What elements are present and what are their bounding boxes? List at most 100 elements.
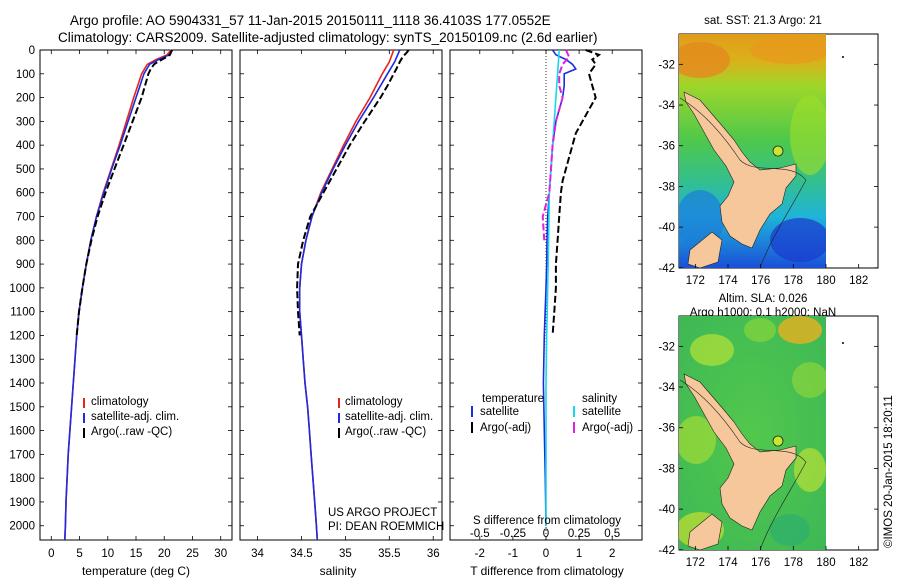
temperature-axes: 0100200300400500600700800900100011001200… xyxy=(9,45,232,560)
map-x-tick-label: 182 xyxy=(849,275,868,287)
x-tick-label: 2 xyxy=(609,548,615,560)
series-salinity-satellite xyxy=(545,49,560,526)
map-x-tick-label: 178 xyxy=(784,275,803,287)
map-y-tick-label: -36 xyxy=(658,423,675,435)
s-tick-label: -0.5 xyxy=(470,528,490,540)
x-tick-label: 34 xyxy=(251,548,264,560)
series-argo-raw-qc- xyxy=(296,49,410,336)
difference-axes: -2 -1 0 1 2-0.5 -0.25 0 0.25 0.5 xyxy=(450,49,642,560)
x-tick-label: 5 xyxy=(76,548,82,560)
y-tick-label: 1900 xyxy=(9,497,35,509)
y-tick-label: 0 xyxy=(29,45,35,57)
y-tick-label: 700 xyxy=(16,212,35,224)
y-tick-label: 600 xyxy=(16,188,35,200)
project-annotation: US ARGO PROJECT xyxy=(328,507,437,519)
sla-field xyxy=(679,316,826,550)
salinity-profiles xyxy=(296,49,410,541)
pi-annotation: PI: DEAN ROEMMICH xyxy=(328,521,444,533)
y-tick-label: 1400 xyxy=(9,378,35,390)
sla-map: Altim. SLA: 0.026 Argo h1000: 0.1 h2000:… xyxy=(658,293,879,569)
south-island-shape xyxy=(687,513,723,550)
s-tick-label: 0.5 xyxy=(604,528,620,540)
north-island-shape xyxy=(683,373,797,531)
small-island-dot xyxy=(842,342,844,344)
s-tick-label: 0.25 xyxy=(568,528,590,540)
small-island-dot xyxy=(842,56,844,58)
map-x-tick-label: 174 xyxy=(718,557,738,569)
y-tick-label: 400 xyxy=(16,140,35,152)
map-y-tick-label: -32 xyxy=(658,341,675,353)
y-tick-label: 1800 xyxy=(9,473,35,485)
y-tick-label: 900 xyxy=(16,259,35,271)
x-tick-label: 35.5 xyxy=(378,548,400,560)
imos-credit: ©IMOS 20-Jan-2015 18:20:11 xyxy=(883,395,895,548)
t-difference-xlabel: T difference from climatology xyxy=(470,564,624,578)
sst-map: sat. SST: 21.3 Argo: 21 172 174 176 178 180 1… xyxy=(658,15,879,287)
sst-map-title: sat. SST: 21.3 Argo: 21 xyxy=(704,15,822,27)
temperature-xlabel: temperature (deg C) xyxy=(82,564,190,578)
map-y-tick-label: -32 xyxy=(658,59,675,71)
map-x-tick-label: 180 xyxy=(816,275,835,287)
difference-profiles xyxy=(541,49,602,526)
map-x-tick-label: 176 xyxy=(751,557,770,569)
legend-satellite: satellite-adj. clim. xyxy=(91,411,179,423)
s-tick-label: -0.25 xyxy=(500,528,526,540)
x-tick-label: 0 xyxy=(543,548,549,560)
s-difference-label: S difference from climatology xyxy=(473,515,621,527)
legend-argo: Argo(..raw -QC) xyxy=(345,426,426,438)
series-satellite-adj-clim- xyxy=(298,49,401,541)
series-argo-raw-qc- xyxy=(75,49,174,336)
x-tick-label: 34.5 xyxy=(290,548,312,560)
y-tick-label: 200 xyxy=(16,93,35,105)
temperature-legend: climatology satellite-adj. clim. Argo(..… xyxy=(83,396,179,438)
series-temperature-argo-adj- xyxy=(551,49,602,336)
legend-satellite: satellite-adj. clim. xyxy=(345,411,433,423)
y-tick-label: 1000 xyxy=(9,283,35,295)
legend-t-satellite: satellite xyxy=(480,406,519,418)
map-y-tick-label: -38 xyxy=(658,463,675,475)
map-y-tick-label: -34 xyxy=(658,100,675,112)
x-tick-label: -1 xyxy=(508,548,518,560)
header-line-2: Climatology: CARS2009. Satellite-adjuste… xyxy=(58,30,598,45)
difference-panel: -2 -1 0 1 2-0.5 -0.25 0 0.25 0.5 temperature sat… xyxy=(449,49,643,578)
legend-climatology: climatology xyxy=(345,396,403,408)
map-x-tick-label: 174 xyxy=(718,275,738,287)
salinity-xlabel: salinity xyxy=(320,564,357,578)
map-x-tick-label: 178 xyxy=(784,557,803,569)
map-x-tick-label: 180 xyxy=(816,557,835,569)
sst-map-axes: 172 174 176 178 180 182 -32 -34 -36 -38 -40 -42 xyxy=(658,59,878,287)
map-x-tick-label: 172 xyxy=(686,557,705,569)
argo-float-position-marker xyxy=(772,145,784,157)
x-tick-label: 20 xyxy=(158,548,171,560)
salinity-axes: 34 34.5 35 35.5 36 xyxy=(240,49,442,560)
series-salinity-argo-adj- xyxy=(541,49,571,241)
x-tick-label: 10 xyxy=(101,548,114,560)
map-x-tick-label: 172 xyxy=(686,275,705,287)
temperature-profiles xyxy=(64,49,174,541)
map-y-tick-label: -40 xyxy=(658,222,675,234)
legend-t-argo: Argo(-adj) xyxy=(480,422,531,434)
y-tick-label: 300 xyxy=(16,116,35,128)
temperature-panel: 0100200300400500600700800900100011001200… xyxy=(9,45,233,578)
legend-salinity-title: salinity xyxy=(582,393,617,405)
legend-s-satellite: satellite xyxy=(582,406,621,418)
north-island-shape xyxy=(683,91,797,249)
legend-s-argo: Argo(-adj) xyxy=(582,422,633,434)
y-tick-label: 1300 xyxy=(9,354,35,366)
y-tick-label: 1700 xyxy=(9,449,35,461)
map-y-tick-label: -42 xyxy=(658,263,675,275)
x-tick-label: 25 xyxy=(186,548,199,560)
map-y-tick-label: -36 xyxy=(658,141,675,153)
difference-legend: temperature satellite Argo(-adj) salinit… xyxy=(471,393,633,434)
map-y-tick-label: -42 xyxy=(658,545,675,557)
map-y-tick-label: -40 xyxy=(658,504,675,516)
y-tick-label: 800 xyxy=(16,235,35,247)
y-tick-label: 1600 xyxy=(9,426,35,438)
map-y-tick-label: -34 xyxy=(658,382,675,394)
sla-map-axes: 172 174 176 178 180 182 -32 -34 -36 -38 -40 -42 xyxy=(658,341,878,569)
x-tick-label: 35 xyxy=(339,548,352,560)
salinity-plot-frame xyxy=(239,49,443,541)
x-tick-label: 15 xyxy=(130,548,143,560)
y-tick-label: 2000 xyxy=(9,521,35,533)
legend-climatology: climatology xyxy=(91,396,149,408)
